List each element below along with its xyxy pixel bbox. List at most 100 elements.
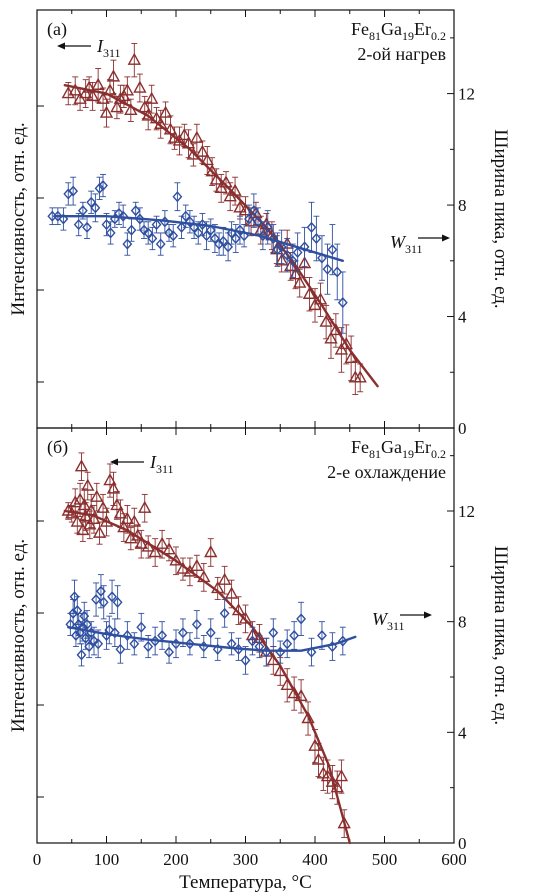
right-axis-title: Ширина пика, отн. ед. (490, 546, 511, 725)
data-point-W311 (198, 641, 209, 653)
data-point-W311 (317, 629, 327, 642)
data-point-W311 (212, 643, 223, 655)
data-point-W311 (155, 238, 166, 250)
data-point-W311 (287, 255, 298, 267)
data-point-I311 (274, 253, 289, 266)
data-point-W311 (178, 627, 188, 639)
data-point-W311 (112, 596, 123, 608)
data-point-I311 (197, 569, 211, 583)
data-point-I311 (280, 677, 294, 690)
data-point-I311 (106, 481, 121, 494)
data-point-W311 (69, 591, 80, 603)
data-point-W311 (118, 210, 129, 222)
data-point-W311 (157, 629, 168, 642)
data-point-W311 (257, 230, 268, 242)
data-point-I311 (74, 459, 89, 472)
data-point-I311 (117, 520, 131, 533)
data-point-W311 (98, 596, 109, 608)
data-point-I311 (209, 172, 223, 185)
data-point-I311 (287, 686, 301, 699)
data-point-I311 (96, 91, 110, 104)
right-tick-label: 12 (458, 85, 475, 104)
data-point-W311 (84, 641, 95, 653)
data-point-W311 (248, 205, 259, 217)
right-tick-label: 0 (458, 834, 467, 853)
data-point-W311 (327, 641, 338, 653)
data-point-W311 (282, 249, 293, 261)
data-point-W311 (164, 646, 174, 658)
composition-label: Fe81Ga19Er0.2 (351, 19, 446, 43)
data-point-I311 (99, 105, 114, 118)
composition-label: Fe81Ga19Er0.2 (351, 437, 446, 461)
data-point-W311 (189, 221, 200, 233)
panel-label: (а) (47, 19, 67, 40)
data-point-W311 (82, 221, 92, 233)
data-point-W311 (143, 227, 154, 239)
data-point-W311 (268, 627, 279, 639)
arrow-head (57, 42, 65, 50)
data-point-W311 (52, 210, 63, 222)
data-point-W311 (126, 224, 137, 236)
data-point-W311 (247, 635, 258, 647)
data-point-I311 (205, 164, 219, 177)
data-point-W311 (134, 213, 145, 225)
arrow-head (442, 234, 450, 242)
data-point-I311 (120, 511, 135, 524)
data-point-W311 (226, 227, 237, 239)
data-point-W311 (130, 205, 141, 217)
data-point-I311 (127, 52, 141, 65)
data-point-W311 (168, 230, 179, 242)
data-point-I311 (162, 542, 176, 555)
data-point-W311 (136, 621, 147, 633)
arrow-head (424, 611, 432, 619)
series-label-I311: I311 (149, 452, 174, 476)
data-point-W311 (147, 232, 158, 245)
right-tick-label: 8 (458, 613, 467, 632)
data-point-I311 (324, 331, 338, 344)
data-point-I311 (169, 553, 183, 566)
data-point-W311 (205, 224, 216, 236)
data-point-W311 (254, 641, 265, 653)
data-point-W311 (209, 232, 220, 245)
data-point-W311 (317, 252, 327, 264)
data-point-W311 (239, 230, 250, 242)
x-tick-label: 600 (441, 850, 467, 869)
x-tick-label: 200 (163, 850, 189, 869)
data-point-W311 (223, 241, 234, 253)
data-point-W311 (151, 219, 162, 231)
data-point-W311 (253, 216, 263, 228)
data-point-W311 (262, 221, 273, 233)
data-point-I311 (266, 652, 280, 666)
data-point-I311 (81, 478, 95, 491)
data-point-W311 (159, 216, 170, 228)
data-point-W311 (72, 605, 83, 617)
right-tick-label: 12 (458, 502, 475, 521)
data-point-I311 (344, 350, 358, 364)
chart-panel-2: 0 4 8 12 0 100 200 300 400 500 600 Температура, °С И… (8, 427, 511, 893)
data-point-W311 (129, 638, 140, 650)
data-point-W311 (143, 641, 154, 653)
data-point-I311 (87, 511, 101, 524)
data-point-I311 (155, 536, 169, 549)
data-point-I311 (308, 738, 322, 751)
data-point-W311 (337, 635, 348, 647)
x-tick-label: 400 (302, 850, 328, 869)
data-point-I311 (148, 545, 162, 558)
x-tick-label: 0 (33, 850, 42, 869)
data-point-I311 (294, 688, 308, 702)
data-point-W311 (82, 618, 92, 630)
data-point-W311 (244, 213, 254, 225)
data-point-I311 (353, 370, 367, 383)
data-point-I311 (233, 200, 247, 213)
data-point-I311 (211, 581, 225, 594)
data-point-W311 (240, 654, 251, 666)
data-point-I311 (163, 122, 178, 135)
data-point-I311 (238, 611, 253, 624)
data-point-W311 (150, 635, 161, 647)
data-point-W311 (191, 618, 202, 630)
data-point-I311 (231, 603, 246, 616)
data-point-W311 (218, 235, 229, 247)
data-point-W311 (77, 621, 88, 633)
series-label-W311: W311 (390, 232, 423, 256)
